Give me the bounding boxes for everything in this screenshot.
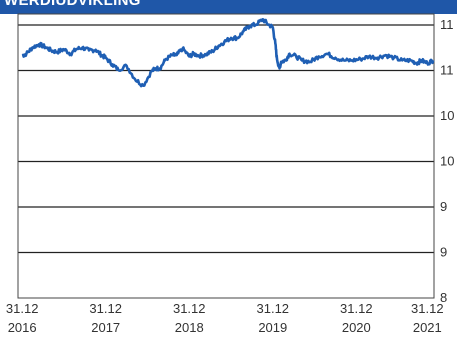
x-tick-date: 31.12 <box>173 301 206 316</box>
x-tick-year: 2019 <box>258 320 287 335</box>
chart-header-bar: WERDIUDVIKLING <box>0 0 457 14</box>
plot-frame <box>17 13 435 299</box>
x-tick-date: 31.12 <box>257 301 290 316</box>
x-tick-date: 31.12 <box>340 301 373 316</box>
y-tick-labels: 8 9 9 10 10 11 11 <box>440 17 454 305</box>
y-tick-label: 9 <box>440 199 447 214</box>
x-tick-labels: 31.12 2016 31.12 2017 31.12 2018 31.12 2019 31.1… <box>6 301 444 335</box>
grid-lines <box>18 24 434 254</box>
x-tick-date: 31.12 <box>411 301 444 316</box>
x-tick-date: 31.12 <box>89 301 122 316</box>
chart-title: WERDIUDVIKLING <box>4 0 141 9</box>
x-tick-year: 2018 <box>175 320 204 335</box>
price-series-line <box>21 18 435 88</box>
x-tick-year: 2016 <box>8 320 37 335</box>
x-tick-year: 2021 <box>413 320 442 335</box>
y-tick-label: 10 <box>440 154 454 169</box>
x-tick-year: 2020 <box>342 320 371 335</box>
y-tick-label: 8 <box>440 290 447 305</box>
x-tick-date: 31.12 <box>6 301 39 316</box>
y-tick-label: 11 <box>440 17 454 32</box>
x-tick-year: 2017 <box>91 320 120 335</box>
y-tick-label: 11 <box>440 63 454 78</box>
y-tick-label: 10 <box>440 108 454 123</box>
y-tick-label: 9 <box>440 245 447 260</box>
